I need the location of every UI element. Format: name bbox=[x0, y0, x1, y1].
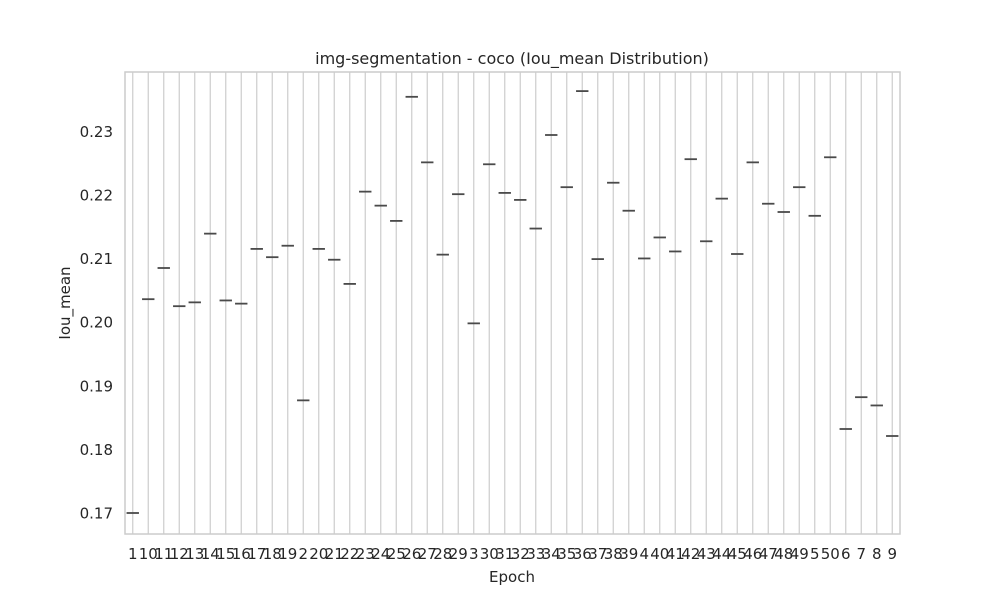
x-tick-label: 46 bbox=[743, 545, 762, 563]
x-tick-label: 11 bbox=[154, 545, 173, 563]
x-tick-label: 18 bbox=[263, 545, 282, 563]
x-tick-label: 3 bbox=[469, 545, 479, 563]
x-tick-label: 41 bbox=[666, 545, 685, 563]
boxes bbox=[126, 90, 899, 514]
x-tick-label: 39 bbox=[619, 545, 638, 563]
x-tick-label: 13 bbox=[185, 545, 204, 563]
x-tick-label: 49 bbox=[790, 545, 809, 563]
x-tick-label: 15 bbox=[216, 545, 235, 563]
y-tick-label: 0.22 bbox=[80, 186, 113, 204]
x-tick-label: 43 bbox=[697, 545, 716, 563]
x-tick-label: 26 bbox=[402, 545, 421, 563]
x-tick-label: 48 bbox=[774, 545, 793, 563]
x-tick-label: 14 bbox=[201, 545, 220, 563]
x-tick-label: 30 bbox=[480, 545, 499, 563]
x-tick-label: 29 bbox=[449, 545, 468, 563]
y-tick-label: 0.20 bbox=[80, 314, 113, 332]
x-tick-label: 45 bbox=[728, 545, 747, 563]
x-tick-label: 32 bbox=[511, 545, 530, 563]
x-tick-label: 33 bbox=[526, 545, 545, 563]
x-tick-label: 47 bbox=[759, 545, 778, 563]
x-tick-label: 8 bbox=[872, 545, 882, 563]
x-tick-label: 1 bbox=[128, 545, 138, 563]
y-tick-label: 0.21 bbox=[80, 250, 113, 268]
x-tick-label: 37 bbox=[588, 545, 607, 563]
x-tick-label: 2 bbox=[298, 545, 308, 563]
x-tick-label: 31 bbox=[495, 545, 514, 563]
x-tick-label: 44 bbox=[712, 545, 731, 563]
x-tick-label: 16 bbox=[232, 545, 251, 563]
plot-frame bbox=[124, 71, 901, 535]
x-tick-label: 36 bbox=[573, 545, 592, 563]
x-tick-label: 21 bbox=[325, 545, 344, 563]
x-tick-label: 35 bbox=[557, 545, 576, 563]
x-tick-label: 23 bbox=[356, 545, 375, 563]
x-tick-label: 20 bbox=[309, 545, 328, 563]
x-tick-label: 22 bbox=[340, 545, 359, 563]
x-tick-label: 12 bbox=[170, 545, 189, 563]
x-tick-label: 10 bbox=[139, 545, 158, 563]
x-tick-label: 4 bbox=[639, 545, 649, 563]
x-tick-label: 9 bbox=[887, 545, 897, 563]
y-tick-label: 0.19 bbox=[80, 377, 113, 395]
x-tick-label: 24 bbox=[371, 545, 390, 563]
y-tick-label: 0.17 bbox=[80, 505, 113, 523]
grid bbox=[132, 72, 893, 534]
x-tick-label: 6 bbox=[841, 545, 851, 563]
y-axis-label: Iou_mean bbox=[56, 266, 75, 339]
x-tick-label: 42 bbox=[681, 545, 700, 563]
x-tick-label: 19 bbox=[278, 545, 297, 563]
x-tick-label: 17 bbox=[247, 545, 266, 563]
y-tick-label: 0.18 bbox=[80, 441, 113, 459]
x-tick-label: 28 bbox=[433, 545, 452, 563]
x-axis-label: Epoch bbox=[489, 568, 535, 586]
y-tick-label: 0.23 bbox=[80, 123, 113, 141]
x-tick-label: 5 bbox=[810, 545, 820, 563]
x-tick-label: 25 bbox=[387, 545, 406, 563]
x-tick-label: 50 bbox=[821, 545, 840, 563]
x-tick-label: 38 bbox=[604, 545, 623, 563]
x-tick-label: 40 bbox=[650, 545, 669, 563]
y-tick-labels: 0.17 0.18 0.19 0.20 0.21 0.22 0.23 bbox=[80, 123, 113, 523]
chart-title: img-segmentation - coco (Iou_mean Distri… bbox=[315, 49, 709, 69]
x-tick-label: 27 bbox=[418, 545, 437, 563]
x-tick-label: 7 bbox=[856, 545, 866, 563]
x-tick-label: 34 bbox=[542, 545, 561, 563]
